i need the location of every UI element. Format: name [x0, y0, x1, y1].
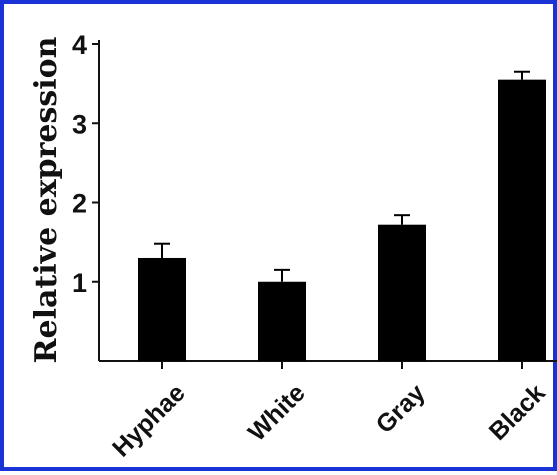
y-tick-label: 1	[72, 268, 87, 298]
x-tick-label: Black	[484, 379, 551, 446]
bar	[378, 224, 426, 361]
y-ticks: 1 2 3 4	[72, 30, 99, 298]
bar	[138, 257, 186, 361]
error-bars	[154, 70, 530, 282]
y-axis-label: Relative expression	[29, 36, 64, 363]
y-tick-label: 2	[72, 189, 87, 219]
bar-chart: 1 2 3 4 Hyphae White Gray Black Relative expre…	[29, 30, 557, 463]
bars	[138, 79, 546, 361]
x-tick-label: White	[243, 379, 311, 447]
x-ticks: Hyphae White Gray Black	[107, 361, 551, 463]
x-tick-label: Hyphae	[107, 379, 191, 463]
x-tick-label: Gray	[371, 379, 431, 439]
bar	[498, 79, 546, 361]
bar	[258, 281, 306, 361]
y-tick-label: 4	[72, 30, 87, 60]
y-tick-label: 3	[72, 109, 87, 139]
